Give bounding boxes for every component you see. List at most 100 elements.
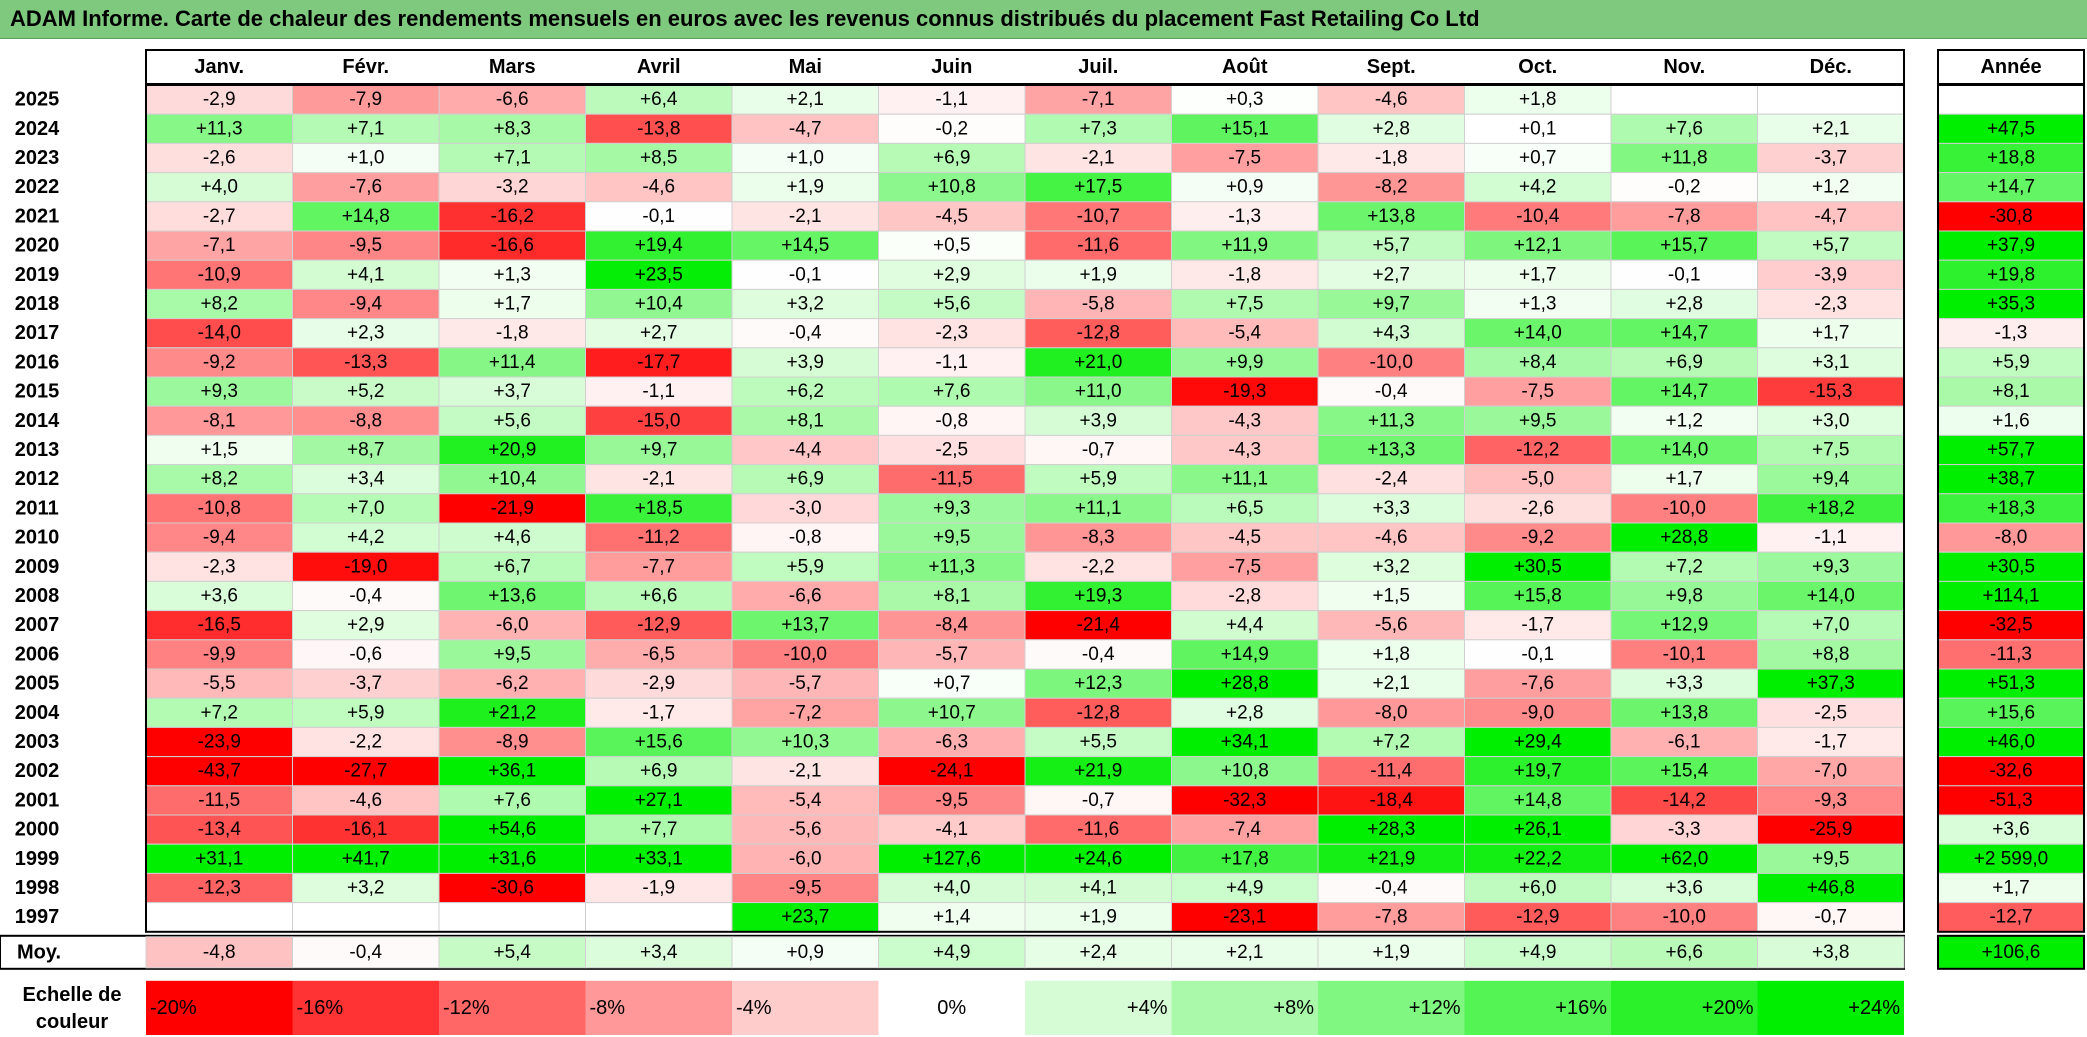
- annual-cell: [1937, 172, 2085, 203]
- scale-step-5: -4%: [736, 997, 772, 1019]
- average-value-10: +4,9: [1519, 942, 1557, 963]
- cell-value-2011-4: +18,5: [635, 498, 683, 519]
- heatmap-cell: [731, 610, 879, 641]
- cell-value-2009-2: -19,0: [344, 556, 387, 577]
- annual-cell: [1937, 580, 2085, 612]
- cell-value-2020-9: +5,7: [1372, 235, 1410, 256]
- cell-value-1997-9: -7,8: [1375, 907, 1408, 928]
- cell-value-2001-4: +27,1: [635, 790, 683, 811]
- heatmap-cell: [1610, 726, 1758, 758]
- cell-value-2010-2: +4,2: [347, 527, 385, 548]
- average-cell: [1757, 936, 1905, 969]
- year-label-2011: 2011: [15, 497, 58, 519]
- cell-value-2018-12: -2,3: [1814, 294, 1847, 315]
- heatmap-cell: [731, 434, 879, 466]
- cell-value-2001-6: -9,5: [935, 790, 968, 811]
- cell-value-1997-8: -23,1: [1223, 907, 1266, 928]
- heatmap-cell: [878, 405, 1026, 436]
- cell-value-2006-12: +8,8: [1812, 644, 1850, 665]
- heatmap-cell: [731, 697, 879, 728]
- heatmap-cell: [1024, 610, 1172, 641]
- cell-value-2019-3: +1,3: [493, 264, 531, 285]
- scale-swatch: [1611, 980, 1758, 1035]
- annual-cell: [1937, 318, 2085, 349]
- heatmap-cell: [878, 726, 1026, 758]
- cell-value-2003-8: +34,1: [1221, 732, 1269, 753]
- month-header-8: Août: [1222, 56, 1268, 78]
- scale-swatch: [439, 980, 586, 1035]
- heatmap-cell: [1171, 902, 1319, 933]
- cell-value-2020-5: +14,5: [781, 235, 829, 256]
- cell-value-1999-4: +33,1: [635, 848, 683, 869]
- heatmap-cell: [438, 230, 586, 261]
- cell-value-2024-8: +15,1: [1221, 118, 1269, 139]
- heatmap-cell: [1171, 814, 1319, 845]
- cell-value-2016-1: -9,2: [203, 352, 236, 373]
- heatmap-cell: [1024, 726, 1172, 758]
- annual-value-1999: +2 599,0: [1974, 848, 2049, 869]
- heatmap-cell: [145, 756, 293, 787]
- cell-value-2013-7: -0,7: [1082, 440, 1115, 461]
- cell-value-2014-2: -8,8: [349, 410, 382, 431]
- cell-value-2023-3: +7,1: [493, 148, 531, 169]
- heatmap-cell: [878, 288, 1026, 320]
- cell-value-2003-1: -23,9: [198, 732, 241, 753]
- year-label-2010: 2010: [15, 527, 60, 549]
- heatmap-cell: [731, 551, 879, 582]
- heatmap-cell: [1610, 843, 1758, 874]
- cell-value-2019-5: -0,1: [789, 264, 822, 285]
- heatmap-cell: [1317, 84, 1465, 115]
- heatmap-cell: [145, 902, 293, 933]
- annual-value-2021: -30,8: [1989, 206, 2032, 227]
- scale-step-2: -16%: [297, 997, 344, 1019]
- cell-value-2017-12: +1,7: [1812, 323, 1850, 344]
- cell-value-2025-5: +2,1: [786, 89, 824, 110]
- heatmap-cell: [292, 726, 440, 758]
- cell-value-2019-2: +4,1: [347, 264, 385, 285]
- cell-value-2001-11: -14,2: [1663, 790, 1706, 811]
- cell-value-2024-6: -0,2: [935, 118, 968, 139]
- cell-value-2013-10: -12,2: [1516, 440, 1559, 461]
- heatmap-cell: [1171, 405, 1319, 436]
- cell-value-2025-1: -2,9: [203, 89, 236, 110]
- cell-value-2010-11: +28,8: [1660, 527, 1708, 548]
- cell-value-1999-6: +127,6: [922, 848, 981, 869]
- cell-value-2020-11: +15,7: [1660, 235, 1708, 256]
- heatmap-cell: [292, 230, 440, 261]
- heatmap-cell: [878, 201, 1026, 232]
- heatmap-cell: [585, 756, 733, 787]
- heatmap-cell: [1317, 318, 1465, 349]
- cell-value-2022-12: +1,2: [1812, 177, 1850, 198]
- heatmap-cell: [1464, 288, 1612, 320]
- heatmap-cell: [145, 434, 293, 466]
- cell-value-2005-11: +3,3: [1665, 673, 1703, 694]
- heatmap-cell: [1024, 522, 1172, 553]
- year-label-2015: 2015: [15, 381, 60, 403]
- cell-value-2007-12: +7,0: [1812, 615, 1850, 636]
- annual-cell: [1937, 522, 2085, 553]
- cell-value-2021-12: -4,7: [1814, 206, 1847, 227]
- cell-value-2024-2: +7,1: [347, 118, 385, 139]
- cell-value-2008-7: +19,3: [1074, 586, 1122, 607]
- cell-value-2017-8: -5,4: [1228, 323, 1261, 344]
- annual-header: Année: [1980, 56, 2041, 78]
- heatmap-cell: [878, 756, 1026, 787]
- heatmap-cell: [1464, 726, 1612, 758]
- cell-value-2008-4: +6,6: [640, 586, 678, 607]
- scale-step-10: +16%: [1555, 997, 1607, 1019]
- heatmap-cell: [1464, 668, 1612, 699]
- cell-value-2011-6: +9,3: [933, 498, 971, 519]
- scale-label-line2: couleur: [36, 1011, 108, 1033]
- cell-value-2014-1: -8,1: [203, 410, 236, 431]
- cell-value-2019-12: -3,9: [1814, 264, 1847, 285]
- cell-value-2003-9: +7,2: [1372, 732, 1410, 753]
- heatmap-cell: [1464, 639, 1612, 670]
- scale-step-3: -12%: [443, 997, 490, 1019]
- cell-value-1998-3: -30,6: [491, 878, 534, 899]
- heatmap-cell: [1610, 405, 1758, 436]
- cell-value-2018-8: +7,5: [1226, 294, 1264, 315]
- cell-value-2016-12: +3,1: [1812, 352, 1850, 373]
- cell-value-1998-12: +46,8: [1807, 878, 1855, 899]
- cell-value-2020-2: -9,5: [349, 235, 382, 256]
- cell-value-2021-5: -2,1: [789, 206, 822, 227]
